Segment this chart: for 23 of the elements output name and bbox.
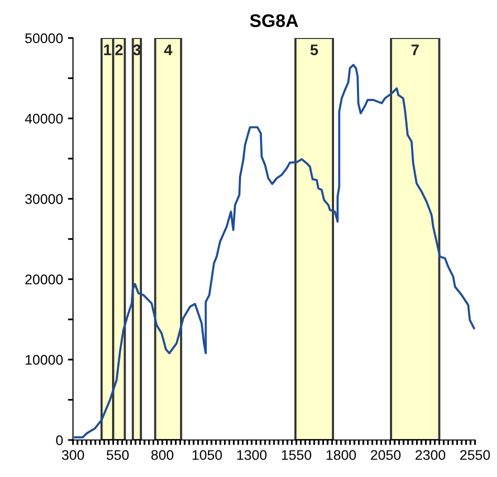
y-tick-label: 10000 (26, 354, 63, 365)
x-tick-label: 2550 (460, 450, 490, 460)
x-tick-label: 1550 (282, 450, 312, 460)
y-tick-label: 0 (56, 435, 63, 446)
x-tick-label: 550 (106, 450, 129, 460)
line-series (74, 64, 475, 438)
x-tick-label: 2050 (370, 450, 401, 460)
y-tick-label: 20000 (25, 274, 63, 284)
y-tick-label: 40000 (24, 114, 63, 124)
band-label: 5 (310, 44, 318, 56)
y-tick-label: 50000 (25, 33, 63, 44)
band-label: 1 (104, 44, 112, 56)
band-label: 4 (164, 44, 172, 56)
y-tick-label: 30000 (25, 194, 63, 204)
band-label: 7 (412, 44, 419, 56)
chart-title: SG8A (250, 14, 298, 28)
band-label: 2 (115, 44, 123, 56)
x-tick-label: 800 (151, 450, 174, 460)
x-tick-label: 1300 (237, 450, 267, 460)
x-tick-label: 1050 (192, 450, 222, 460)
x-tick-label: 2300 (416, 450, 446, 460)
x-tick-label: 300 (62, 450, 84, 460)
x-tick-label: 1800 (326, 450, 356, 460)
